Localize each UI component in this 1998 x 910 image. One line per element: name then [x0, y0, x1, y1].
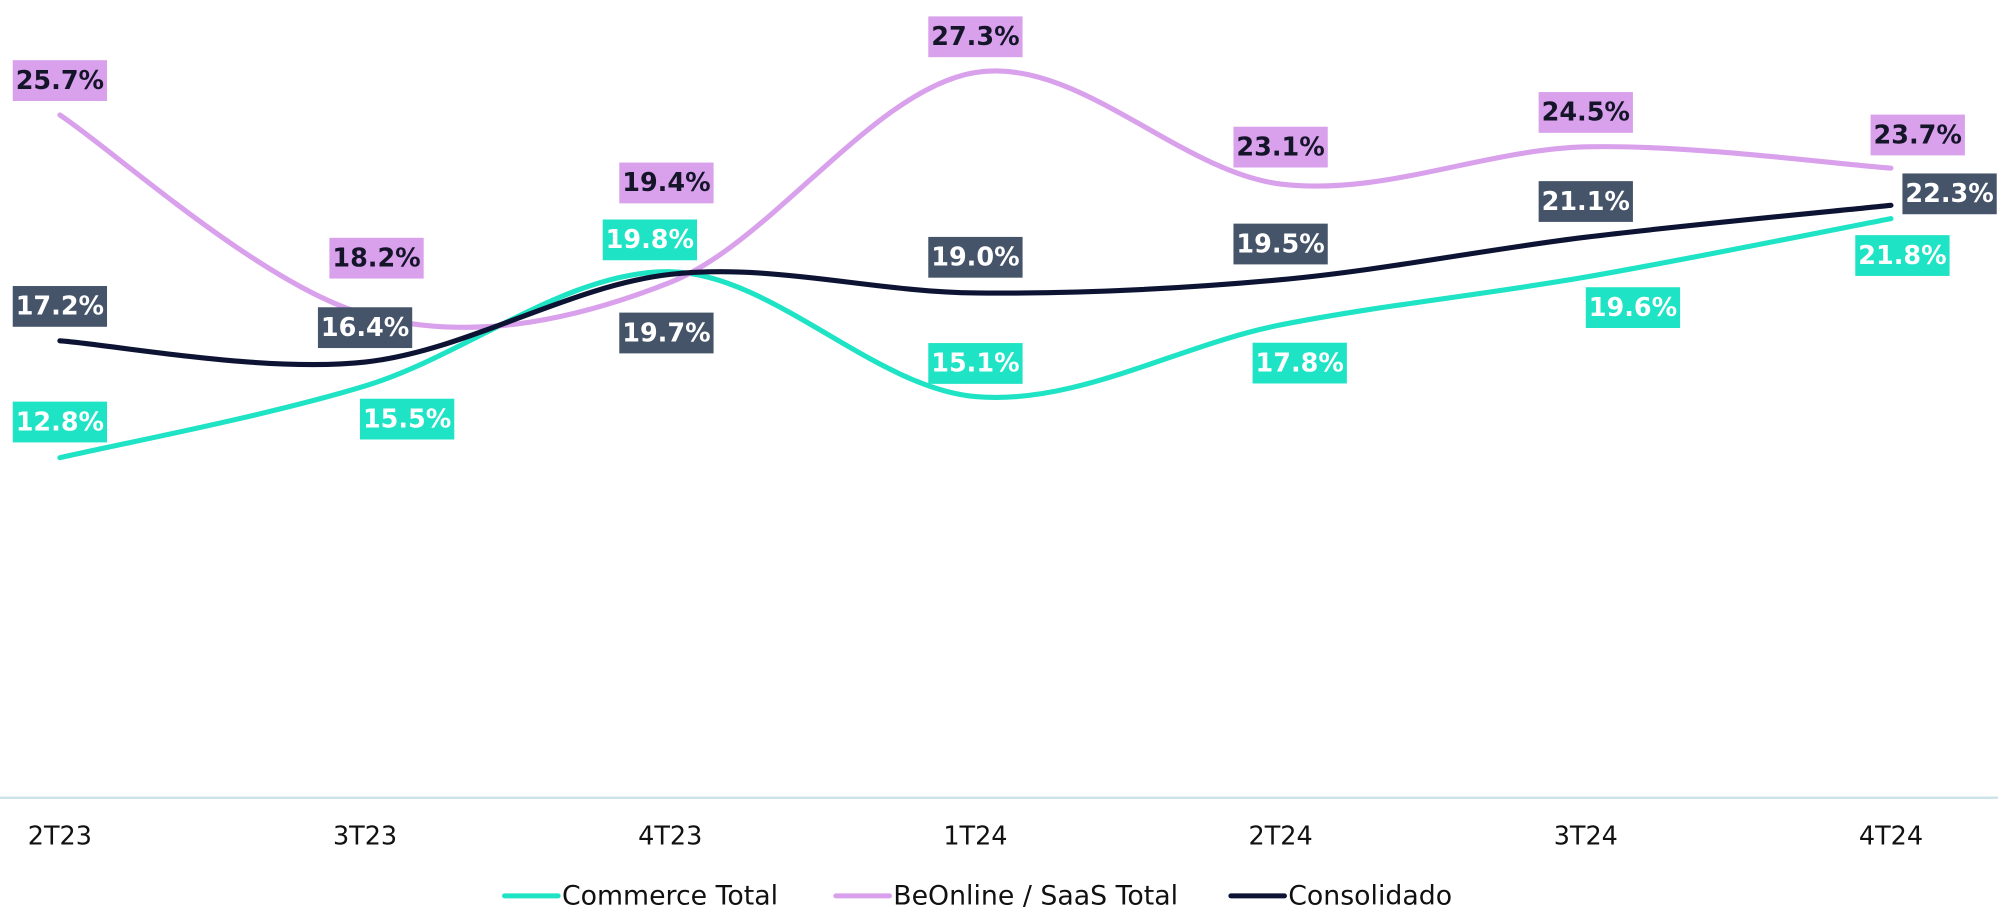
x-tick-label: 2T23 — [28, 821, 92, 851]
x-tick-label: 4T23 — [638, 821, 702, 851]
legend-label: Commerce Total — [562, 881, 778, 910]
data-label: 16.4% — [321, 313, 409, 343]
x-tick-label: 2T24 — [1249, 821, 1313, 851]
data-label-box — [1252, 342, 1347, 384]
data-label-box — [1538, 92, 1633, 133]
data-label-box — [602, 219, 698, 261]
data-label: 23.1% — [1236, 132, 1324, 162]
data-label: 25.7% — [16, 66, 104, 96]
data-label: 17.2% — [16, 292, 104, 322]
data-label: 15.5% — [363, 404, 451, 434]
data-label: 23.7% — [1874, 120, 1962, 150]
data-label-box — [928, 236, 1023, 278]
data-label-box — [12, 401, 108, 443]
x-tick-label: 4T24 — [1859, 821, 1923, 851]
data-label: 22.3% — [1905, 179, 1993, 209]
data-label-box — [1585, 287, 1681, 329]
data-label-box — [928, 343, 1023, 384]
data-label: 18.2% — [332, 243, 420, 273]
data-label: 19.8% — [606, 225, 694, 255]
data-label-box — [928, 16, 1023, 58]
data-label-box — [1233, 223, 1328, 265]
data-label: 19.0% — [931, 243, 1019, 273]
data-label: 19.5% — [1236, 229, 1324, 259]
data-label: 24.5% — [1542, 98, 1630, 128]
data-label-box — [359, 398, 455, 440]
data-label: 15.1% — [931, 349, 1019, 379]
data-label-box — [1902, 173, 1997, 215]
data-label: 17.8% — [1256, 348, 1344, 378]
data-label-box — [1538, 181, 1633, 222]
data-label-box — [12, 60, 108, 101]
data-label: 27.3% — [931, 22, 1019, 52]
series-line — [57, 216, 1894, 461]
data-label-box — [1233, 126, 1328, 168]
data-label-box — [1855, 235, 1950, 276]
data-label: 12.8% — [16, 407, 104, 437]
data-label: 19.6% — [1589, 293, 1677, 323]
data-label: 21.8% — [1858, 241, 1946, 271]
x-tick-label: 1T24 — [943, 821, 1007, 851]
series-line — [57, 202, 1894, 368]
data-label-box — [1870, 114, 1965, 156]
data-label-box — [619, 162, 714, 204]
data-label-box — [12, 286, 108, 327]
x-tick-label: 3T23 — [333, 821, 397, 851]
data-label-box — [317, 307, 413, 349]
data-label: 19.7% — [622, 318, 710, 348]
data-label: 19.4% — [622, 168, 710, 198]
legend-label: Consolidado — [1288, 881, 1452, 910]
x-tick-label: 3T24 — [1554, 821, 1618, 851]
legend-label: BeOnline / SaaS Total — [893, 881, 1178, 910]
data-label-box — [619, 312, 714, 354]
data-label-box — [329, 237, 424, 279]
data-label: 21.1% — [1542, 187, 1630, 217]
